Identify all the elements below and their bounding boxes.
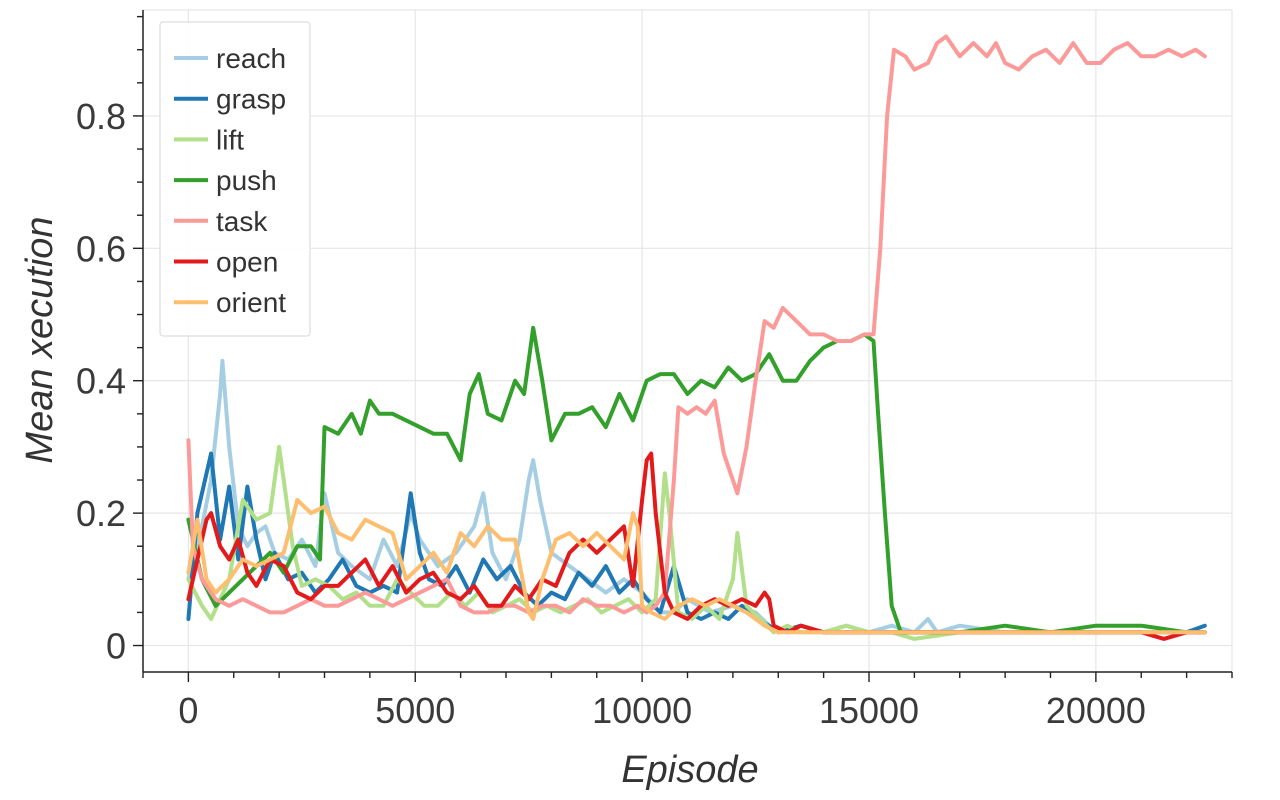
y-tick-label: 0.8 (76, 96, 126, 137)
legend-label-lift: lift (216, 124, 244, 155)
legend-label-task: task (216, 206, 268, 237)
x-tick-label: 0 (178, 690, 198, 731)
y-tick-labels: 0 0.2 0.4 0.6 0.8 (76, 96, 126, 667)
plot-area (142, 9, 1233, 673)
series-line-push (186, 325, 1207, 635)
legend-label-grasp: grasp (216, 84, 286, 115)
legend-label-push: push (216, 165, 277, 196)
series-lines (186, 34, 1207, 641)
y-tick-label: 0.6 (76, 228, 126, 269)
series-line-orient (186, 497, 1207, 635)
x-tick-label: 5000 (375, 690, 455, 731)
x-axis-title: Episode (621, 749, 758, 791)
series-line-task (186, 34, 1207, 615)
axes (133, 10, 1233, 682)
x-tick-label: 15000 (819, 690, 919, 731)
legend-label-orient: orient (216, 287, 286, 318)
y-axis-title: Mean xecution (19, 216, 61, 463)
legend-label-reach: reach (216, 43, 286, 74)
gridlines (142, 9, 1233, 673)
y-tick-label: 0 (106, 626, 126, 667)
x-tick-label: 20000 (1046, 690, 1146, 731)
y-tick-label: 0.2 (76, 493, 126, 534)
legend-label-open: open (216, 247, 278, 278)
x-tick-label: 10000 (592, 690, 692, 731)
x-tick-labels: 0 5000 10000 15000 20000 (178, 690, 1146, 731)
y-tick-label: 0.4 (76, 361, 126, 402)
legend: reach grasp lift push task open orient (159, 21, 311, 337)
